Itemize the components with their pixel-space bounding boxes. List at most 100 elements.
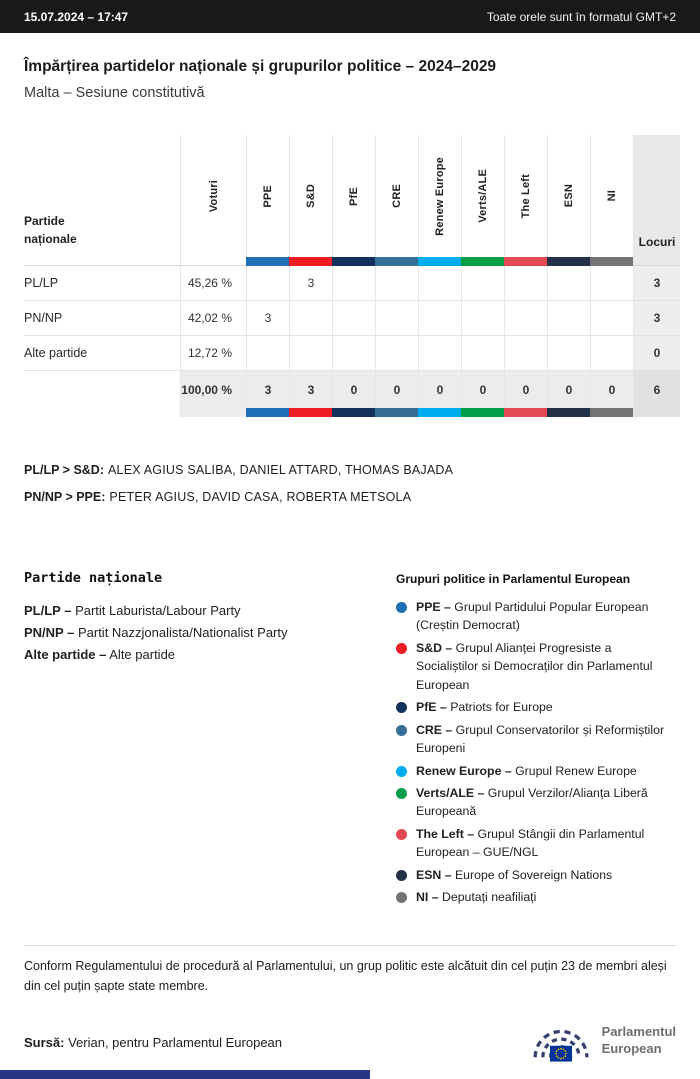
party-full-name: Partit Nazzjonalista/Nationalist Party: [77, 625, 288, 640]
legend-group-item: S&D – Grupul Alianței Progresiste a Soci…: [396, 639, 676, 694]
group-seats-cell: [590, 301, 633, 336]
group-seats-cell: [375, 266, 418, 301]
bottom-strip-votes: [180, 408, 246, 417]
group-column-header-sd: S&D: [289, 135, 332, 257]
group-abbr: PPE –: [416, 600, 451, 614]
group-label-verts-ale: Verts/ALE: [477, 169, 489, 223]
group-color-bar-esn: [547, 257, 590, 266]
header-rule-parties: [24, 257, 180, 266]
total-group-cell: 0: [461, 371, 504, 408]
group-seats-cell: [332, 336, 375, 371]
bottom-color-bar-ni: [590, 408, 633, 417]
seats-total-cell: 0: [633, 336, 680, 371]
group-seats-cell: [332, 301, 375, 336]
timezone-label: Toate orele sunt în formatul GMT+2: [486, 9, 676, 24]
bottom-color-bar-the-left: [504, 408, 547, 417]
total-group-cell: 0: [418, 371, 461, 408]
votes-cell: 45,26 %: [180, 266, 246, 301]
legend-section: Partide naționale PL/LP – Partit Laburis…: [24, 570, 676, 911]
group-seats-cell: [289, 336, 332, 371]
results-table: Partide naționale Voturi PPE S&D PfE CRE…: [24, 135, 680, 417]
total-group-cell: 0: [332, 371, 375, 408]
total-votes-cell: 100,00 %: [180, 371, 246, 408]
mep-list-names: PETER AGIUS, DAVID CASA, ROBERTA METSOLA: [109, 490, 412, 504]
group-color-dot-esn: [396, 869, 407, 881]
total-group-cell: 3: [246, 371, 289, 408]
ep-hemicycle-flag-icon: [533, 1029, 589, 1062]
group-column-header-renew-europe: Renew Europe: [418, 135, 461, 257]
group-abbr: NI –: [416, 890, 439, 905]
header-rule-votes: [180, 257, 246, 266]
group-abbr: ESN –: [416, 867, 452, 882]
group-column-header-esn: ESN: [547, 135, 590, 257]
legend-group-item: NI – Deputați neafiliați: [396, 888, 676, 906]
votes-column-label: Voturi: [207, 179, 220, 213]
votes-column-header: Voturi: [180, 135, 246, 257]
page-title: Împărțirea partidelor naționale și grupu…: [24, 58, 497, 75]
total-group-cell: 0: [375, 371, 418, 408]
source-label: Sursă:: [24, 1034, 65, 1050]
topbar: 15.07.2024 – 17:47 Toate orele sunt în f…: [0, 0, 700, 33]
legend-party-item: PL/LP – Partit Laburista/Labour Party: [24, 600, 396, 622]
legend-group-item: Verts/ALE – Grupul Verzilor/Alianța Libe…: [396, 784, 676, 821]
party-full-name: Alte partide: [109, 647, 176, 662]
legend-party-item: Alte partide – Alte partide: [24, 644, 396, 666]
total-seats-cell: 6: [633, 371, 680, 408]
legend-group-item: Renew Europe – Grupul Renew Europe: [396, 762, 676, 780]
mep-list-label: PN/NP > PPE:: [24, 490, 106, 504]
votes-cell: 42,02 %: [180, 301, 246, 336]
group-color-bar-sd: [289, 257, 332, 266]
group-desc: Patriots for Europe: [450, 700, 553, 715]
group-color-dot-pfe: [396, 702, 407, 714]
group-seats-cell: [547, 266, 590, 301]
group-desc: Grupul Stângii din Parlamentul European …: [416, 826, 645, 860]
group-column-header-ni: NI: [590, 135, 633, 257]
group-color-dot-cre: [396, 724, 407, 736]
group-color-dot-sd: [396, 642, 407, 654]
group-desc: Deputați neafiliați: [441, 890, 537, 905]
source-text: Verian, pentru Parlamentul European: [68, 1034, 283, 1050]
mep-list-pllp: PL/LP > S&D: ALEX AGIUS SALIBA, DANIEL AT…: [24, 463, 676, 477]
group-desc: Grupul Renew Europe: [515, 763, 637, 778]
group-color-dot-verts-ale: [396, 787, 407, 799]
group-column-header-verts-ale: Verts/ALE: [461, 135, 504, 257]
group-color-bar-ppe: [246, 257, 289, 266]
group-seats-cell: 3: [246, 301, 289, 336]
legend-group-item: PPE – Grupul Partidului Popular European…: [396, 598, 676, 635]
bottom-color-bar-ppe: [246, 408, 289, 417]
group-label-sd: S&D: [305, 184, 317, 208]
party-abbr: PL/LP –: [24, 603, 72, 618]
group-seats-cell: [332, 266, 375, 301]
group-column-header-the-left: The Left: [504, 135, 547, 257]
group-seats-cell: [504, 301, 547, 336]
mep-list-names: ALEX AGIUS SALIBA, DANIEL ATTARD, THOMAS…: [108, 463, 454, 477]
group-color-bar-cre: [375, 257, 418, 266]
group-abbr: Renew Europe –: [416, 763, 512, 778]
group-desc: Grupul Alianței Progresiste a Socialiști…: [416, 640, 653, 692]
group-seats-cell: [461, 266, 504, 301]
header-rule-seats: [633, 257, 680, 266]
group-label-cre: CRE: [391, 184, 403, 208]
group-seats-cell: [590, 266, 633, 301]
group-seats-cell: [418, 266, 461, 301]
total-group-cell: 0: [504, 371, 547, 408]
footer-row: Sursă: Verian, pentru Parlamentul Europe…: [24, 1019, 676, 1063]
group-seats-cell: [246, 336, 289, 371]
mep-list-label: PL/LP > S&D:: [24, 463, 104, 477]
ep-logo-line2: European: [601, 1040, 662, 1056]
bottom-strip-seats: [633, 408, 680, 417]
group-abbr: CRE –: [416, 722, 453, 737]
bottom-color-bar-renew-europe: [418, 408, 461, 417]
group-color-dot-ni: [396, 892, 407, 904]
group-seats-cell: [418, 336, 461, 371]
group-column-header-cre: CRE: [375, 135, 418, 257]
group-seats-cell: [418, 301, 461, 336]
legend-parties-heading: Partide naționale: [24, 570, 163, 586]
legend-group-item: The Left – Grupul Stângii din Parlamentu…: [396, 825, 676, 862]
group-label-ppe: PPE: [262, 184, 274, 208]
group-column-header-ppe: PPE: [246, 135, 289, 257]
seats-column-header: Locuri: [633, 135, 680, 257]
parties-column-header: Partide naționale: [24, 213, 77, 247]
group-label-esn: ESN: [563, 184, 575, 208]
group-abbr: The Left –: [416, 826, 475, 841]
